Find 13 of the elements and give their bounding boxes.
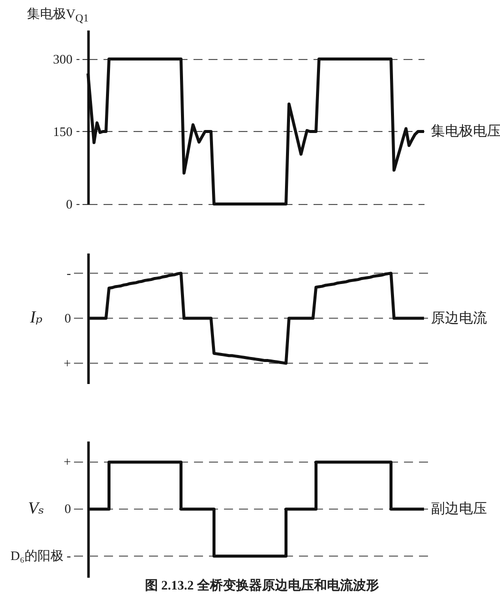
ref-line-label: + bbox=[64, 454, 72, 469]
y-tick-label: 0 bbox=[66, 196, 72, 212]
caption: 图 2.13.2 全桥变换器原边电压和电流波形 bbox=[145, 577, 379, 592]
series-label: 副边电压 bbox=[430, 500, 487, 517]
y-axis-title: Vₛ bbox=[28, 498, 44, 518]
ref-line-label: D₆的阳极 - bbox=[10, 548, 72, 563]
y-tick-label: 150 bbox=[53, 124, 72, 139]
y-tick-label: 300 bbox=[53, 52, 72, 66]
y-axis-title: Iₚ bbox=[30, 308, 42, 328]
series-label: 原边电流 bbox=[431, 310, 487, 326]
ref-line-label: + bbox=[64, 355, 71, 370]
ref-line-label: - bbox=[66, 265, 71, 280]
y-axis-title: 集电极V$_{Q1}$ bbox=[27, 6, 89, 26]
